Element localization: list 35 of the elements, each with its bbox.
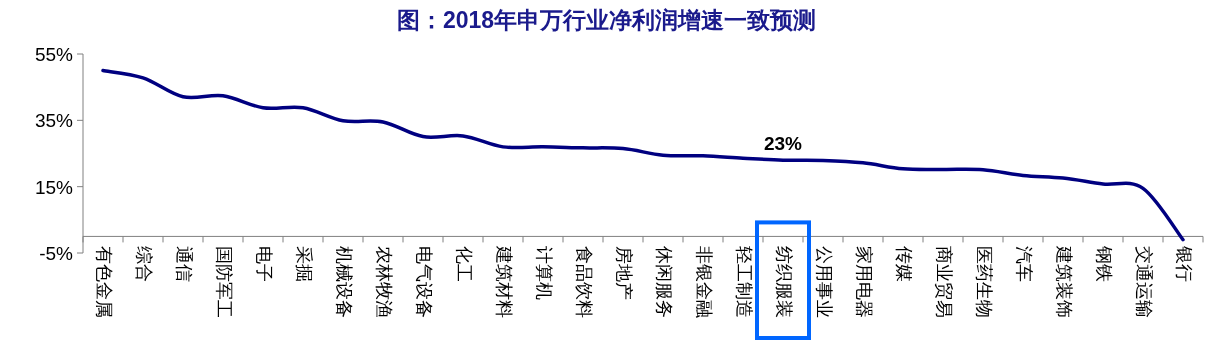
x-tick-label: 家用电器 — [854, 246, 875, 319]
x-tick-label: 通信 — [174, 246, 195, 283]
x-tick-label: 农林牧渔 — [374, 246, 395, 319]
x-tick-label: 机械设备 — [334, 246, 355, 319]
x-tick-label: 化工 — [454, 246, 475, 283]
x-tick-label: 钢铁 — [1094, 245, 1115, 283]
x-tick-label: 银行 — [1174, 245, 1195, 283]
x-tick-label: 公用事业 — [814, 246, 835, 319]
line-series — [101, 68, 1185, 242]
x-tick-label: 汽车 — [1014, 246, 1035, 283]
x-tick-label: 电子 — [254, 246, 275, 283]
x-tick-label: 计算机 — [534, 246, 555, 301]
y-tick-label: 55% — [34, 44, 74, 65]
x-tick-label: 商业贸易 — [934, 246, 955, 319]
x-tick-label: 有色金属 — [94, 246, 115, 319]
x-tick-label: 休闲服务 — [654, 246, 675, 319]
y-tick-label: 35% — [34, 110, 74, 132]
x-tick-label: 电气设备 — [414, 246, 435, 319]
x-tick-label: 建筑材料 — [494, 245, 515, 319]
x-tick-label: 建筑装饰 — [1054, 245, 1075, 319]
x-tick-label: 轻工制造 — [734, 246, 755, 319]
x-tick-label: 综合 — [134, 246, 155, 283]
x-tick-label: 医药生物 — [974, 246, 995, 319]
x-tick-label: 传媒 — [894, 246, 915, 283]
y-tick-label: 15% — [34, 176, 74, 198]
chart-title: 图：2018年申万行业净利润增速一致预测 — [396, 7, 817, 33]
x-tick-label: 房地产 — [614, 246, 635, 301]
x-tick-label: 食品饮料 — [574, 246, 595, 319]
x-tick-label: 采掘 — [294, 246, 315, 283]
x-tick-label: 纺织服装 — [774, 246, 795, 319]
x-tick-label: 交通运输 — [1134, 246, 1155, 319]
y-tick-label: -5% — [39, 243, 74, 264]
x-tick-label: 国防军工 — [214, 246, 235, 319]
x-tick-label: 非银金融 — [694, 246, 715, 319]
annotation: 23% — [763, 133, 803, 155]
